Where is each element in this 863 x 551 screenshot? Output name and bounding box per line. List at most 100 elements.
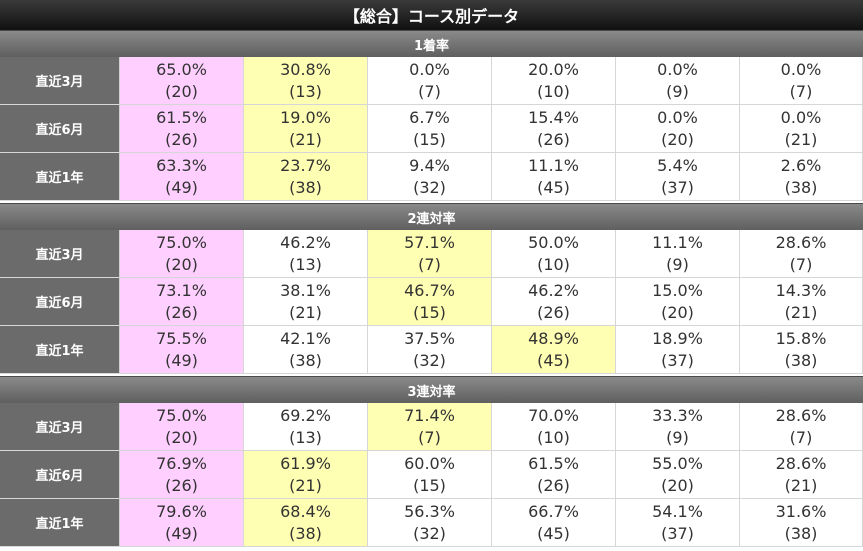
table-row: 直近3月 75.0% (20) 46.2% (13) 57.1% (7) 50.0% (10) 1… (0, 230, 863, 278)
cell-percentage: 57.1% (404, 232, 455, 252)
cell-count: (26) (165, 129, 198, 149)
cell-percentage: 30.8% (280, 59, 331, 79)
cell-percentage: 23.7% (280, 155, 331, 175)
cell-count: (45) (537, 177, 570, 197)
data-cell: 11.1% (9) (616, 230, 740, 278)
cell-percentage: 28.6% (775, 453, 827, 473)
cell-count: (20) (661, 129, 694, 149)
row-label: 直近6月 (0, 278, 120, 326)
data-cell: 70.0% (10) (492, 403, 616, 451)
cell-count: (38) (289, 177, 322, 197)
data-cell: 48.9% (45) (492, 326, 616, 374)
cell-count: (13) (289, 427, 322, 447)
cell-percentage: 5.4% (657, 155, 698, 175)
cell-percentage: 0.0% (780, 59, 822, 79)
data-cell: 56.3% (32) (368, 499, 492, 547)
cell-percentage: 69.2% (280, 405, 331, 425)
cell-percentage: 68.4% (280, 501, 331, 521)
data-cell: 20.0% (10) (492, 57, 616, 105)
table-row: 直近6月 73.1% (26) 38.1% (21) 46.7% (15) 46.2% (26)… (0, 278, 863, 326)
cell-count: (38) (289, 350, 322, 370)
cell-count: (15) (413, 475, 446, 495)
cell-count: (26) (537, 129, 570, 149)
row-label: 直近3月 (0, 230, 120, 278)
cell-percentage: 15.0% (652, 280, 703, 300)
data-cell: 61.9% (21) (244, 451, 368, 499)
data-cell: 9.4% (32) (368, 153, 492, 201)
cell-count: (10) (537, 81, 570, 101)
cell-count: (10) (537, 427, 570, 447)
cell-count: (37) (661, 350, 694, 370)
data-cell: 28.6% (7) (740, 403, 863, 451)
cell-percentage: 48.9% (528, 328, 579, 348)
data-cell: 54.1% (37) (616, 499, 740, 547)
cell-count: (7) (789, 427, 813, 447)
cell-percentage: 0.0% (657, 59, 698, 79)
cell-count: (10) (537, 254, 570, 274)
cell-percentage: 19.0% (280, 107, 331, 127)
cell-percentage: 76.9% (156, 453, 207, 473)
cell-percentage: 71.4% (404, 405, 455, 425)
data-cell: 75.5% (49) (120, 326, 244, 374)
cell-count: (15) (413, 129, 446, 149)
data-cell: 0.0% (7) (740, 57, 863, 105)
data-cell: 65.0% (20) (120, 57, 244, 105)
cell-count: (7) (789, 254, 813, 274)
row-label: 直近6月 (0, 105, 120, 153)
cell-percentage: 14.3% (775, 280, 827, 300)
data-cell: 71.4% (7) (368, 403, 492, 451)
row-label: 直近3月 (0, 403, 120, 451)
cell-percentage: 0.0% (657, 107, 698, 127)
table-row: 直近6月 61.5% (26) 19.0% (21) 6.7% (15) 15.4% (26) 0… (0, 105, 863, 153)
data-cell: 23.7% (38) (244, 153, 368, 201)
cell-percentage: 0.0% (409, 59, 450, 79)
data-cell: 73.1% (26) (120, 278, 244, 326)
data-cell: 15.8% (38) (740, 326, 863, 374)
data-cell: 75.0% (20) (120, 230, 244, 278)
cell-percentage: 0.0% (780, 107, 822, 127)
section-header: 1着率 (0, 30, 863, 58)
table-row: 直近1年 63.3% (49) 23.7% (38) 9.4% (32) 11.1% (45) 5… (0, 153, 863, 201)
data-cell: 15.0% (20) (616, 278, 740, 326)
cell-percentage: 56.3% (404, 501, 455, 521)
cell-percentage: 66.7% (528, 501, 579, 521)
row-label: 直近1年 (0, 326, 120, 374)
cell-percentage: 55.0% (652, 453, 703, 473)
cell-percentage: 65.0% (156, 59, 207, 79)
cell-percentage: 9.4% (409, 155, 450, 175)
row-label: 直近6月 (0, 451, 120, 499)
cell-count: (21) (289, 475, 322, 495)
cell-percentage: 31.6% (775, 501, 827, 521)
cell-count: (49) (165, 523, 198, 543)
cell-count: (38) (289, 523, 322, 543)
table-row: 直近1年 75.5% (49) 42.1% (38) 37.5% (32) 48.9% (45)… (0, 326, 863, 374)
cell-count: (7) (418, 81, 441, 101)
cell-percentage: 46.2% (528, 280, 579, 300)
cell-percentage: 70.0% (528, 405, 579, 425)
cell-count: (21) (289, 129, 322, 149)
cell-percentage: 6.7% (409, 107, 450, 127)
cell-count: (9) (666, 254, 689, 274)
cell-count: (49) (165, 177, 198, 197)
data-cell: 68.4% (38) (244, 499, 368, 547)
data-cell: 15.4% (26) (492, 105, 616, 153)
cell-percentage: 75.5% (156, 328, 207, 348)
data-cell: 69.2% (13) (244, 403, 368, 451)
data-cell: 18.9% (37) (616, 326, 740, 374)
cell-count: (7) (789, 81, 813, 101)
data-cell: 61.5% (26) (120, 105, 244, 153)
data-cell: 46.2% (26) (492, 278, 616, 326)
data-cell: 55.0% (20) (616, 451, 740, 499)
cell-percentage: 28.6% (775, 232, 827, 252)
data-cell: 19.0% (21) (244, 105, 368, 153)
table-row: 直近1年 79.6% (49) 68.4% (38) 56.3% (32) 66.7% (45)… (0, 499, 863, 547)
cell-count: (20) (165, 81, 198, 101)
data-cell: 66.7% (45) (492, 499, 616, 547)
cell-percentage: 11.1% (652, 232, 703, 252)
cell-count: (32) (413, 177, 446, 197)
data-cell: 28.6% (21) (740, 451, 863, 499)
cell-count: (7) (418, 254, 441, 274)
data-cell: 57.1% (7) (368, 230, 492, 278)
data-cell: 6.7% (15) (368, 105, 492, 153)
